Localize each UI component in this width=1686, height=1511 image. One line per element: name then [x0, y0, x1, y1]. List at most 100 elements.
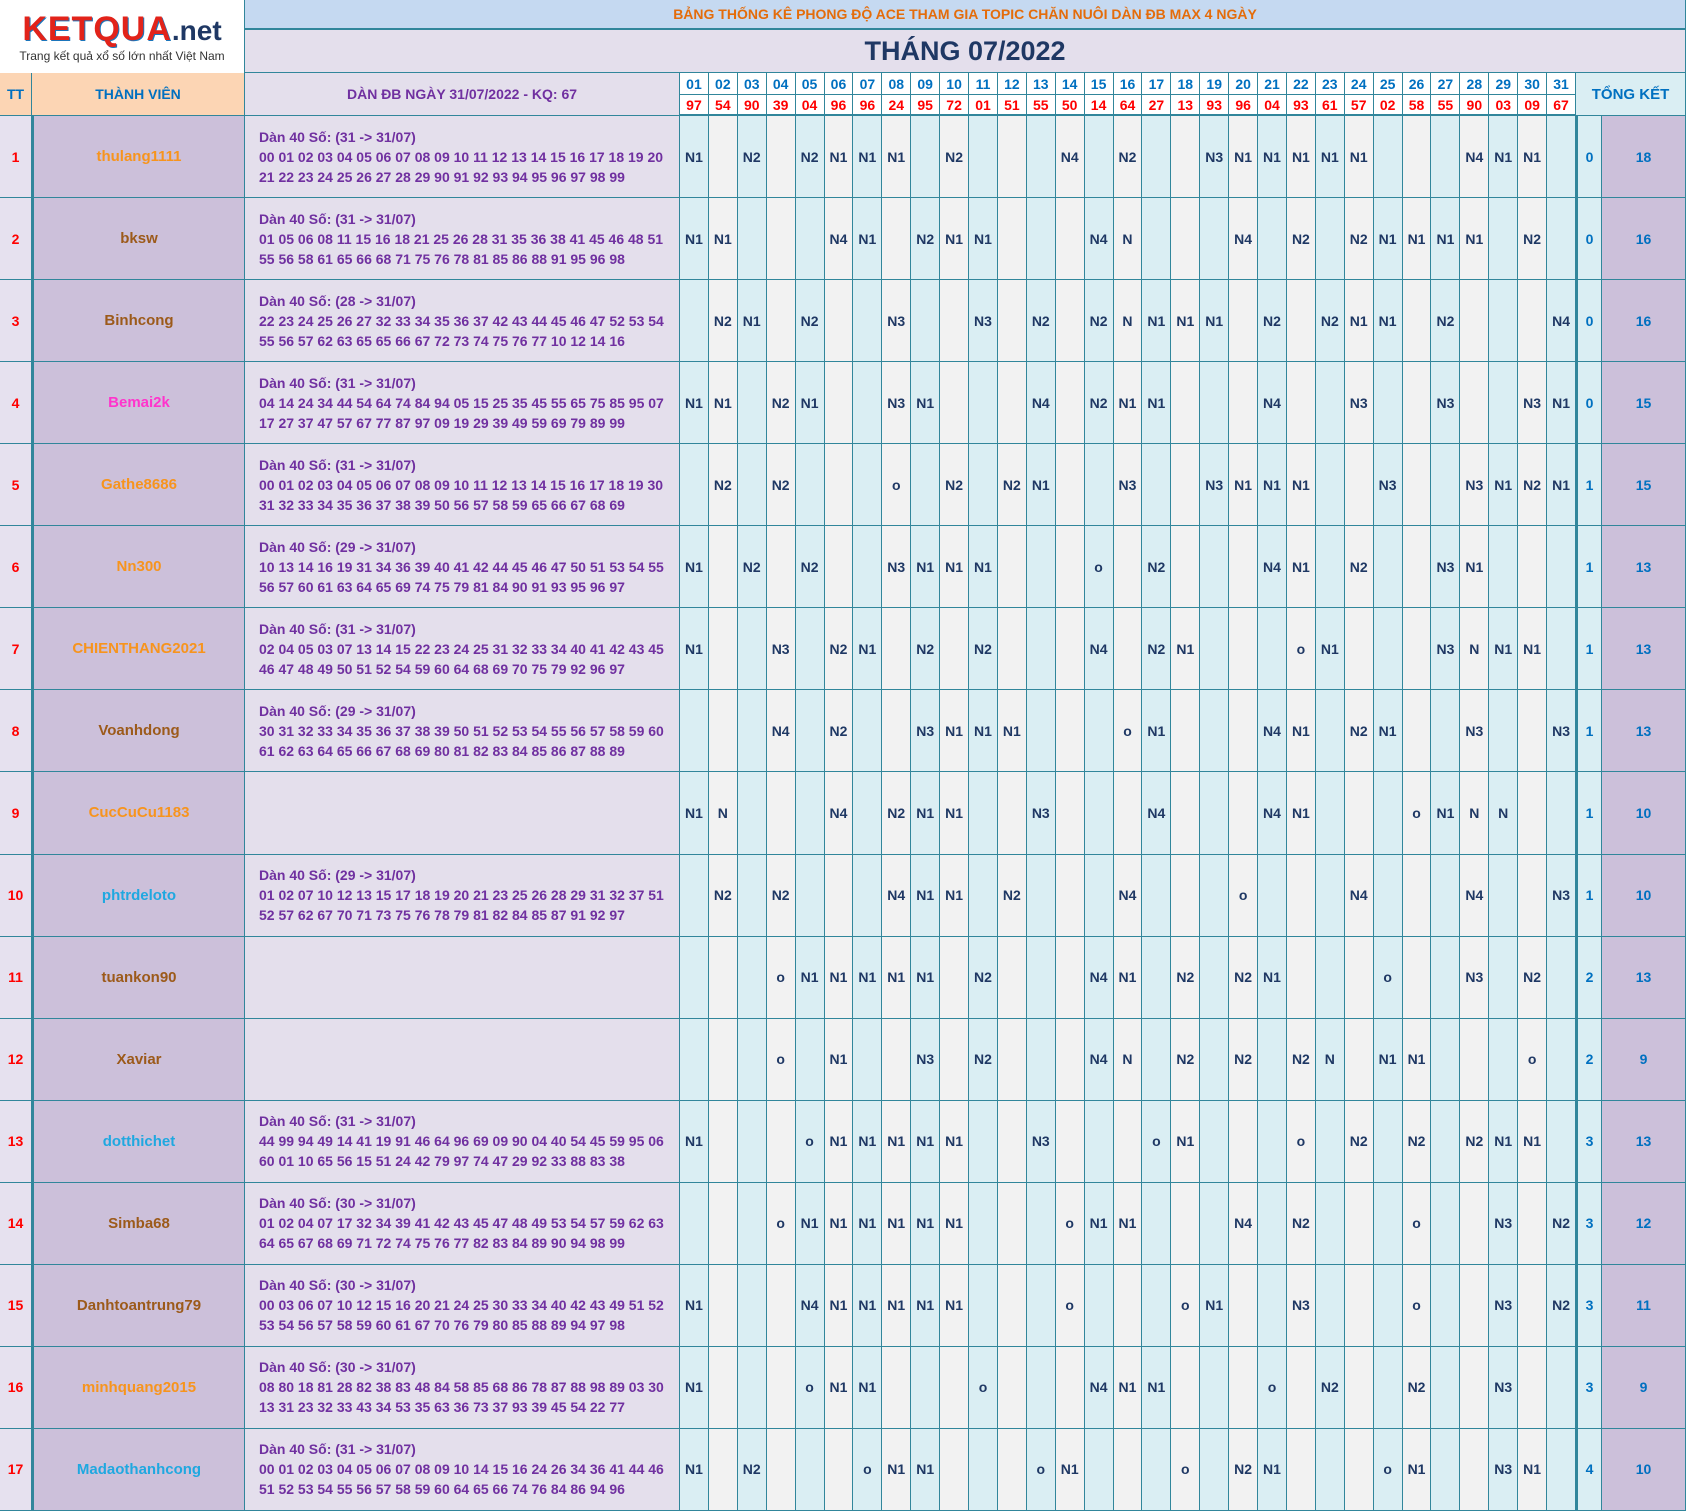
- total-count: 16: [1602, 280, 1686, 363]
- member-name: Nn300: [32, 526, 245, 609]
- day-cell: [766, 1264, 796, 1347]
- day-cell: [940, 362, 970, 445]
- day-cell: [1547, 1018, 1576, 1101]
- day-result: 95: [911, 95, 941, 116]
- day-cell: [1200, 526, 1230, 609]
- total-count: 9: [1602, 1018, 1686, 1101]
- day-cell: N4: [1547, 280, 1576, 363]
- day-cell: [680, 280, 709, 363]
- day-cell: [1489, 1018, 1519, 1101]
- title: BẢNG THỐNG KÊ PHONG ĐỘ ACE THAM GIA TOPI…: [245, 0, 1686, 30]
- day-cell: [882, 1018, 912, 1101]
- day-cell: [708, 1428, 738, 1511]
- member-name: Simba68: [32, 1182, 245, 1265]
- month: THÁNG 07/2022: [245, 30, 1686, 73]
- day-cell: N: [1489, 772, 1519, 855]
- dan-numbers: 44 99 94 49 14 41 19 91 46 64 96 69 09 9…: [259, 1133, 664, 1150]
- day-cell: [1200, 1100, 1230, 1183]
- day-cell: [1547, 198, 1576, 281]
- day-cell: [1431, 444, 1461, 527]
- day-cell: [1402, 280, 1432, 363]
- day-cell: o: [1084, 526, 1114, 609]
- day-cell: [853, 526, 883, 609]
- day-cell: N2: [1344, 198, 1374, 281]
- day-cell: N1: [1258, 116, 1287, 199]
- day-cell: [1373, 1100, 1403, 1183]
- day-cell: [1055, 1018, 1085, 1101]
- dan-numbers: 30 31 32 33 34 35 36 37 38 39 50 51 52 5…: [259, 722, 664, 739]
- day-cell: N: [1460, 608, 1490, 691]
- day-cell: [1229, 772, 1259, 855]
- row-number: 2: [0, 198, 32, 281]
- day-cell: [940, 936, 970, 1019]
- day-cell: [680, 690, 709, 773]
- day-cell: [1547, 526, 1576, 609]
- day-cell: [1489, 854, 1519, 937]
- day-result: 72: [940, 95, 970, 116]
- day-cell: [1344, 1428, 1374, 1511]
- day-cell: [1229, 690, 1259, 773]
- day-cell: [1460, 1018, 1490, 1101]
- day-cell: N1: [1084, 1182, 1114, 1265]
- day-header: 19: [1200, 73, 1230, 95]
- day-cell: N1: [1547, 444, 1576, 527]
- day-cell: o: [1258, 1346, 1287, 1429]
- day-cell: N1: [911, 526, 941, 609]
- day-cell: [1229, 362, 1259, 445]
- dan-title: Dàn 40 Số: (30 -> 31/07): [259, 1195, 416, 1212]
- day-cell: N1: [1518, 116, 1548, 199]
- logo-main: KETQUA: [22, 10, 172, 48]
- day-cell: N2: [1402, 1100, 1432, 1183]
- day-cell: N1: [882, 1182, 912, 1265]
- logo: KETQUA.net Trang kết quả xổ số lớn nhất V…: [0, 0, 245, 73]
- day-cell: N1: [1402, 198, 1432, 281]
- day-cell: [853, 280, 883, 363]
- day-cell: [882, 198, 912, 281]
- day-cell: [680, 444, 709, 527]
- day-cell: [737, 362, 767, 445]
- day-cell: N2: [795, 280, 825, 363]
- day-cell: N2: [911, 198, 941, 281]
- day-cell: [1547, 936, 1576, 1019]
- day-cell: N1: [940, 198, 970, 281]
- day-cell: N4: [1084, 936, 1114, 1019]
- day-cell: N2: [708, 280, 738, 363]
- day-cell: [1258, 608, 1287, 691]
- row-number: 13: [0, 1100, 32, 1183]
- day-cell: N2: [1315, 280, 1345, 363]
- day-cell: N1: [1373, 690, 1403, 773]
- day-cell: [708, 1018, 738, 1101]
- day-cell: N2: [737, 116, 767, 199]
- day-header: 23: [1315, 73, 1345, 95]
- day-cell: [940, 1018, 970, 1101]
- day-result: 61: [1315, 95, 1345, 116]
- day-cell: N1: [940, 1264, 970, 1347]
- dan-cell: [245, 772, 680, 855]
- day-cell: [882, 1346, 912, 1429]
- day-result: 90: [1460, 95, 1490, 116]
- day-cell: [1460, 280, 1490, 363]
- day-cell: o: [1026, 1428, 1056, 1511]
- dan-numbers: 53 54 56 57 58 59 60 61 67 70 76 79 80 8…: [259, 1317, 625, 1334]
- day-cell: [1200, 1428, 1230, 1511]
- day-cell: [1084, 772, 1114, 855]
- day-cell: [1142, 1264, 1172, 1347]
- day-cell: N1: [1113, 362, 1143, 445]
- day-result: 97: [680, 95, 709, 116]
- day-cell: [1315, 772, 1345, 855]
- day-cell: N1: [853, 116, 883, 199]
- day-cell: N2: [708, 854, 738, 937]
- day-cell: [969, 1182, 998, 1265]
- day-cell: o: [1373, 936, 1403, 1019]
- day-cell: N1: [911, 362, 941, 445]
- day-cell: [1026, 854, 1056, 937]
- day-cell: N1: [1113, 1182, 1143, 1265]
- day-cell: [1373, 116, 1403, 199]
- day-cell: [969, 772, 998, 855]
- total-count: 10: [1602, 1428, 1686, 1511]
- total-count: 11: [1602, 1264, 1686, 1347]
- day-cell: [1518, 854, 1548, 937]
- day-cell: [766, 1428, 796, 1511]
- member-name: tuankon90: [32, 936, 245, 1019]
- day-header: 02: [708, 73, 738, 95]
